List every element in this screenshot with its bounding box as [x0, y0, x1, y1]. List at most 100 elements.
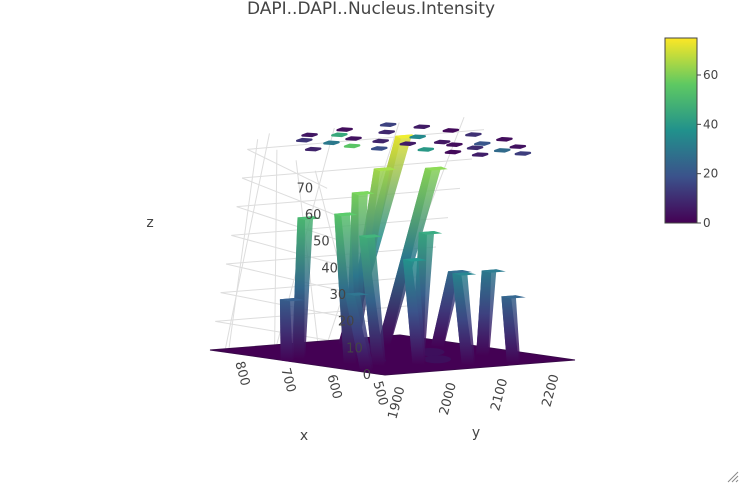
contour-mark — [433, 139, 451, 145]
colorbar-tick-label: 40 — [703, 117, 718, 131]
contour-mark — [442, 128, 460, 133]
column-top — [297, 216, 321, 220]
contour-mark — [496, 136, 513, 142]
y-tick-label: 1900 — [385, 385, 408, 421]
contour-mark — [304, 146, 322, 152]
colorbar-tick-label: 20 — [703, 167, 718, 181]
x-tick-label: 600 — [323, 373, 344, 401]
column-mark — [501, 295, 526, 364]
contour-mark — [343, 143, 361, 149]
z-gridline — [247, 129, 485, 150]
z-gridline — [225, 246, 437, 265]
x-gridline — [227, 139, 259, 353]
z-tick-label: 70 — [297, 181, 314, 196]
column-top — [334, 212, 358, 217]
y-axis-ticks: 1900 2000 2100 2200 — [385, 373, 562, 421]
column-top — [345, 292, 370, 296]
column-front — [476, 270, 492, 356]
x-axis-ticks: 800 700 600 500 — [231, 360, 390, 408]
column-top — [481, 269, 506, 273]
column-front — [377, 167, 432, 346]
colorbar-tick-label: 60 — [703, 68, 718, 82]
contour-mark — [465, 132, 482, 137]
floor-patch — [423, 355, 451, 364]
floor-surface — [209, 334, 576, 376]
column-top — [351, 191, 375, 196]
column-mark — [279, 298, 305, 363]
column-front — [452, 273, 474, 366]
contour-mark — [370, 146, 388, 151]
column-front — [345, 293, 373, 372]
column-mark — [345, 292, 374, 372]
column-front — [334, 213, 356, 365]
z-axis-ticks: 010 20 30 40 50 60 70 — [297, 181, 371, 383]
contour-mark — [301, 132, 318, 138]
contour-mark — [295, 137, 313, 143]
z-gridline — [225, 263, 361, 296]
y-tick-label: 2000 — [437, 381, 460, 417]
column-top — [452, 272, 477, 276]
z-tick-label: 0 — [363, 368, 371, 383]
x-axis-label: x — [300, 428, 308, 444]
z-gridline — [220, 275, 425, 294]
z-tick-label: 20 — [338, 315, 355, 330]
chart-title: DAPI..DAPI..Nucleus.Intensity — [247, 0, 495, 19]
contour-mark — [336, 127, 353, 132]
z-tick-label: 30 — [330, 288, 347, 303]
heatmap-floor — [209, 334, 576, 376]
x-tick-label: 500 — [370, 380, 391, 408]
contour-mark — [399, 141, 417, 146]
contour-mark — [331, 132, 348, 138]
column-mark — [291, 216, 321, 360]
column-front — [501, 296, 520, 364]
column-front — [359, 235, 385, 367]
z-gridline — [241, 177, 336, 216]
z-tick-label: 60 — [305, 208, 322, 223]
contour-mark — [444, 149, 462, 155]
z-tick-label: 10 — [346, 341, 363, 356]
z-axis-label: z — [146, 215, 153, 231]
contour-mark — [473, 141, 491, 146]
contour-outlines — [295, 122, 532, 157]
column-top — [373, 167, 397, 172]
contour-mark — [413, 124, 431, 130]
column-mark — [403, 257, 427, 366]
colorbar — [664, 37, 698, 224]
y-tick-label: 2200 — [540, 373, 563, 409]
contour-mark — [446, 142, 463, 147]
contour-mark — [493, 148, 511, 153]
column-top — [425, 166, 448, 171]
z-gridline — [247, 148, 328, 189]
column-top — [403, 257, 427, 262]
contour-mark — [466, 145, 484, 151]
resize-handle-icon[interactable] — [727, 471, 739, 483]
z-tick-label: 50 — [313, 235, 330, 250]
column-front — [403, 259, 425, 366]
column-front — [279, 299, 293, 363]
x-gridline — [273, 149, 278, 360]
data-columns — [279, 134, 526, 372]
y-gridline — [224, 133, 270, 349]
column-top — [359, 234, 383, 239]
column-top — [279, 298, 305, 302]
contour-mark — [417, 147, 435, 152]
column-mark — [377, 166, 448, 346]
z-gridline — [231, 234, 353, 269]
axis-gridlines — [209, 116, 485, 376]
contour-mark — [509, 144, 527, 149]
contour-mark — [372, 138, 389, 144]
column-top — [418, 230, 443, 235]
column-top — [501, 295, 526, 299]
z-gridline — [236, 206, 344, 243]
contour-mark — [514, 151, 532, 156]
contour-mark — [409, 134, 426, 140]
column-front — [291, 217, 306, 360]
x-tick-label: 800 — [231, 360, 252, 388]
column-mark — [452, 272, 477, 366]
contour-mark — [471, 152, 489, 157]
x-tick-label: 700 — [277, 366, 298, 394]
y-tick-label: 2100 — [488, 377, 511, 413]
contour-mark — [378, 129, 395, 135]
column-front — [431, 271, 458, 348]
